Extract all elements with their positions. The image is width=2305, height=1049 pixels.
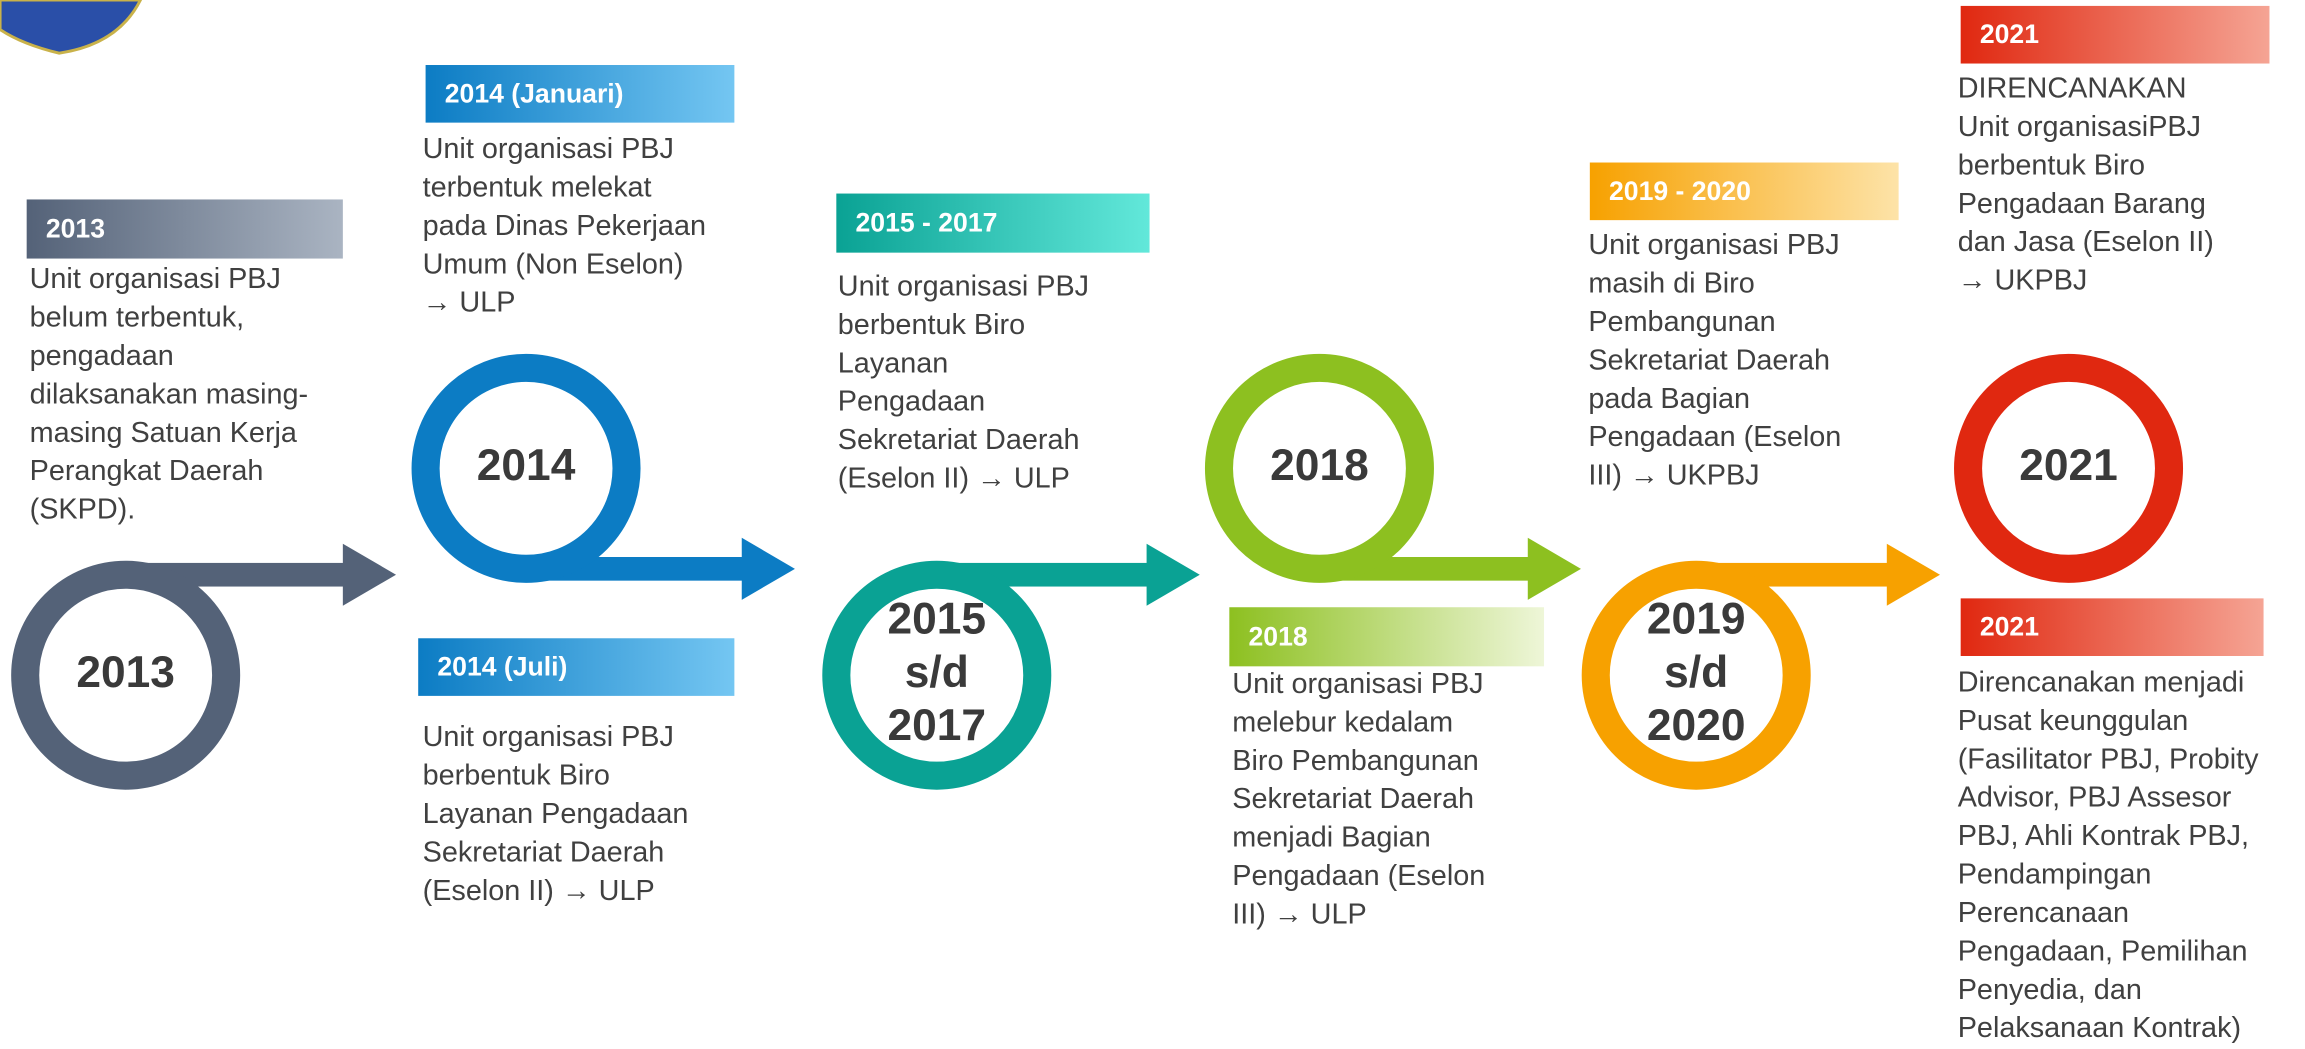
header-text: 2019 - 2020 bbox=[1609, 176, 1751, 206]
description-line: Unit organisasi PBJ bbox=[30, 263, 281, 295]
description-line: Sekretariat Daerah bbox=[1232, 783, 1474, 815]
circle-label: 2017 bbox=[888, 701, 987, 750]
description-line: III) → UKPBJ bbox=[1588, 460, 1759, 492]
arrow-head bbox=[1886, 543, 1940, 606]
description-line: terbentuk melekat bbox=[423, 172, 652, 204]
circle-label: 2014 bbox=[477, 441, 576, 490]
ring bbox=[411, 353, 641, 583]
description-line: PBJ, Ahli Kontrak PBJ, bbox=[1958, 820, 2249, 852]
circle-label: 2018 bbox=[1270, 441, 1369, 490]
header-bar bbox=[836, 193, 1150, 253]
description-line: Unit organisasi PBJ bbox=[423, 133, 674, 165]
description-line: Pengadaan (Eselon bbox=[1232, 860, 1485, 892]
description-line: (SKPD). bbox=[30, 494, 136, 526]
description-line: dilaksanakan masing- bbox=[30, 378, 309, 410]
description-line: (Eselon II) → ULP bbox=[423, 875, 655, 907]
description-line: masing Satuan Kerja bbox=[30, 417, 298, 449]
description-line: melebur kedalam bbox=[1232, 706, 1453, 738]
header-text: 2021 bbox=[1980, 612, 2039, 642]
ring bbox=[822, 560, 1052, 790]
circle-label: 2020 bbox=[1647, 701, 1746, 750]
description-line: Layanan bbox=[838, 347, 949, 379]
header-text: 2014 (Januari) bbox=[445, 78, 624, 108]
circle-label: s/d bbox=[905, 648, 969, 697]
description-line: Pengadaan, Pemilihan bbox=[1958, 935, 2248, 967]
circle-label: 2015 bbox=[888, 595, 987, 644]
arrow-head bbox=[1146, 543, 1200, 606]
description-line: menjadi Bagian bbox=[1232, 822, 1431, 854]
description-line: Unit organisasi PBJ bbox=[1588, 229, 1839, 261]
description-line: (Fasilitator PBJ, Probity bbox=[1958, 743, 2259, 775]
description-line: Perangkat Daerah bbox=[30, 455, 264, 487]
ring bbox=[11, 560, 241, 790]
circle-label: 2021 bbox=[2019, 441, 2118, 490]
description-line: III) → ULP bbox=[1232, 898, 1366, 930]
description-line: Penyedia, dan bbox=[1958, 974, 2142, 1006]
description-line: berbentuk Biro bbox=[1958, 149, 2145, 181]
arrow-head bbox=[342, 543, 397, 606]
ring bbox=[1954, 353, 2184, 583]
description-line: → ULP bbox=[423, 287, 516, 319]
logo bbox=[0, 0, 143, 55]
header-bar bbox=[1960, 5, 2270, 64]
description-line: DIRENCANAKAN bbox=[1958, 73, 2187, 105]
header-bar bbox=[1229, 607, 1545, 667]
circle-label: 2013 bbox=[76, 648, 175, 697]
header-text: 2014 (Juli) bbox=[437, 652, 567, 682]
description-line: Unit organisasi PBJ bbox=[1232, 668, 1483, 700]
description-line: Advisor, PBJ Assesor bbox=[1958, 782, 2232, 814]
description-line: pengadaan bbox=[30, 340, 174, 372]
header-text: 2021 bbox=[1980, 19, 2039, 49]
description-line: Pengadaan bbox=[838, 386, 985, 418]
description-line: Unit organisasi PBJ bbox=[423, 721, 674, 753]
header-bar bbox=[26, 199, 343, 259]
circle-label: 2019 bbox=[1647, 595, 1746, 644]
ring bbox=[1204, 353, 1434, 583]
arrow-head bbox=[1527, 537, 1581, 600]
description-line: Sekretariat Daerah bbox=[1588, 344, 1830, 376]
arrow-head bbox=[741, 537, 795, 600]
description-line: Unit organisasi PBJ bbox=[838, 270, 1089, 302]
description-line: berbentuk Biro bbox=[838, 309, 1025, 341]
description-line: belum terbentuk, bbox=[30, 302, 245, 334]
description-line: Perencanaan bbox=[1958, 897, 2129, 929]
ring bbox=[1581, 560, 1811, 790]
description-line: Pusat keunggulan bbox=[1958, 705, 2189, 737]
description-line: Pengadaan Barang bbox=[1958, 188, 2206, 220]
description-line: Pengadaan (Eselon bbox=[1588, 421, 1841, 453]
circle-label: s/d bbox=[1664, 648, 1728, 697]
description-line: masih di Biro bbox=[1588, 268, 1754, 300]
description-line: Unit organisasiPBJ bbox=[1958, 111, 2201, 143]
description-line: Biro Pembangunan bbox=[1232, 745, 1479, 777]
header-text: 2018 bbox=[1249, 621, 1308, 651]
description-line: Direncanakan menjadi bbox=[1958, 666, 2245, 698]
description-line: Umum (Non Eselon) bbox=[423, 248, 684, 280]
header-bar bbox=[418, 638, 735, 696]
description-line: pada Bagian bbox=[1588, 383, 1750, 415]
description-line: Sekretariat Daerah bbox=[838, 424, 1080, 456]
header-bar bbox=[1589, 162, 1899, 221]
description-line: Sekretariat Daerah bbox=[423, 836, 665, 868]
description-line: dan Jasa (Eselon II) bbox=[1958, 226, 2214, 258]
description-line: Pembangunan bbox=[1588, 306, 1775, 338]
header-text: 2013 bbox=[46, 214, 105, 244]
description-line: berbentuk Biro bbox=[423, 760, 610, 792]
header-text: 2015 - 2017 bbox=[856, 208, 998, 238]
description-line: Pendampingan bbox=[1958, 859, 2152, 891]
description-line: pada Dinas Pekerjaan bbox=[423, 210, 706, 242]
description-line: Layanan Pengadaan bbox=[423, 798, 689, 830]
description-line: → UKPBJ bbox=[1958, 265, 2088, 297]
header-bar bbox=[425, 65, 735, 123]
description-line: (Eselon II) → ULP bbox=[838, 463, 1070, 495]
description-line: Pelaksanaan Kontrak) bbox=[1958, 1012, 2241, 1044]
header-bar bbox=[1960, 598, 2264, 656]
